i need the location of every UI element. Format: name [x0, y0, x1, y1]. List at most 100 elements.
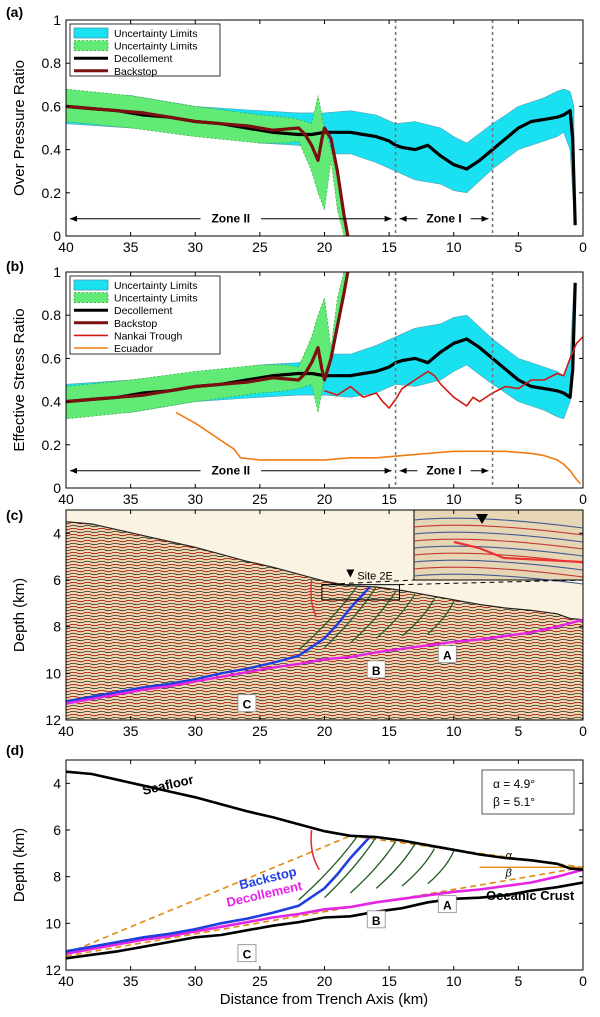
fault-line — [401, 848, 435, 887]
box-label-b: B — [372, 664, 381, 678]
x-tick-label: 15 — [381, 491, 397, 507]
fault-line — [427, 600, 455, 635]
x-tick-label: 5 — [514, 491, 522, 507]
oceanic-crust-label: Oceanic Crust — [486, 888, 575, 903]
inset-reflector — [413, 545, 583, 557]
x-tick-label: 5 — [514, 973, 522, 989]
seismic-backstop — [66, 586, 371, 703]
box-label-c: C — [243, 698, 252, 712]
angle-annotation-box: α = 4.9° β = 5.1° — [481, 769, 575, 815]
x-tick-label: 35 — [123, 491, 139, 507]
x-tick-label: 20 — [317, 973, 333, 989]
y-tick-label: 6 — [53, 572, 61, 588]
box-label-a: A — [443, 649, 452, 663]
seismic-seafloor — [66, 521, 583, 621]
beta-symbol: β — [504, 868, 512, 880]
y-tick-label: 0.4 — [42, 142, 62, 158]
y-tick-label: 0.8 — [42, 307, 62, 323]
y-tick-label: 6 — [53, 822, 61, 838]
y-tick-label: 1 — [53, 264, 61, 280]
a-zone-arrowhead-right — [481, 215, 489, 222]
box-label-a: A — [443, 899, 452, 913]
fault-line — [349, 591, 397, 644]
legend-entry: Uncertainty Limits — [114, 28, 197, 40]
x-tick-label: 0 — [579, 973, 587, 989]
inset-reflector — [413, 524, 583, 536]
a-zone-label-bg — [417, 210, 471, 227]
x-tick-label: 40 — [58, 239, 74, 255]
b-zone-arrowhead-left — [399, 467, 407, 474]
legend-entry: Uncertainty Limits — [114, 41, 197, 53]
alpha-symbol: α — [505, 850, 512, 862]
taper-base-dashed — [66, 866, 583, 957]
panel-a-ylabel: Over Pressure Ratio — [11, 60, 28, 196]
legend-swatch — [73, 27, 109, 39]
panel-a-label: (a) — [6, 4, 23, 20]
y-tick-label: 0 — [53, 228, 61, 244]
panel-d-xlabel: Distance from Trench Axis (km) — [220, 991, 428, 1008]
legend-entry: Ecuador — [114, 343, 154, 355]
legend-swatch — [73, 279, 109, 291]
inset-reflector — [413, 531, 583, 543]
y-tick-label: 10 — [45, 665, 61, 681]
box-label-bg — [237, 694, 257, 713]
inset-reflector — [413, 566, 583, 578]
y-tick-label: 0 — [53, 480, 61, 496]
panel-b-label: (b) — [6, 258, 24, 274]
b-zone-label-bg — [200, 462, 261, 479]
b-zone-label-bg — [417, 462, 471, 479]
b-zone-label: Zone II — [211, 464, 250, 478]
seafloor-label: Seafloor — [141, 772, 195, 798]
panel-c-seismic-section: (c) Site 2E A B C 40 35 30 25 20 15 10 5 0 4 6 8 10 12 D… — [6, 507, 587, 739]
x-tick-label: 5 — [514, 239, 522, 255]
b-series-ecuador — [175, 411, 581, 485]
x-tick-label: 0 — [579, 723, 587, 739]
fault-line — [375, 843, 416, 889]
taper-upper-dashed — [66, 835, 351, 955]
legend-entry: Nankai Trough — [114, 330, 182, 342]
red-fault — [310, 579, 318, 618]
panel-a-over-pressure-ratio: (a) Zone II Zone I 40 35 30 25 20 15 10 5 0 0 0.2 0.… — [6, 4, 587, 255]
y-tick-label: 1 — [53, 12, 61, 28]
x-tick-label: 10 — [446, 973, 462, 989]
fault-line — [298, 836, 358, 901]
y-tick-label: 0.2 — [42, 437, 62, 453]
legend-entry: Decollement — [114, 305, 172, 317]
b-series-backstop — [66, 272, 350, 404]
y-tick-label: 12 — [45, 712, 61, 728]
fault-line — [427, 850, 455, 885]
y-tick-label: 8 — [53, 869, 61, 885]
a-zone-label-bg — [200, 210, 261, 227]
x-tick-label: 35 — [123, 239, 139, 255]
decollement-line — [66, 868, 583, 955]
b-band-green — [66, 272, 349, 420]
legend-entry: Uncertainty Limits — [114, 293, 197, 305]
panel-d-ylabel: Depth (km) — [11, 828, 28, 902]
panel-d-label: (d) — [6, 742, 24, 758]
panel-c-label: (c) — [6, 507, 23, 523]
oceanic-crust-line — [66, 881, 583, 960]
box-label-b: B — [372, 914, 381, 928]
a-series-backstop — [66, 104, 350, 236]
y-tick-label: 4 — [53, 525, 61, 541]
x-tick-label: 15 — [381, 723, 397, 739]
seafloor-line — [66, 770, 583, 871]
a-band-green — [66, 88, 349, 236]
legend-swatch — [73, 40, 109, 51]
x-tick-label: 10 — [446, 491, 462, 507]
inset-reflector — [413, 573, 583, 585]
box-label-bg — [366, 660, 386, 679]
y-tick-label: 8 — [53, 619, 61, 635]
inset-panel — [413, 510, 583, 581]
box-label-bg — [366, 910, 386, 929]
backstop-line — [66, 836, 371, 953]
seismic-decollement — [66, 618, 583, 705]
site-marker — [346, 569, 355, 578]
x-tick-label: 10 — [446, 723, 462, 739]
x-tick-label: 25 — [252, 491, 268, 507]
x-tick-label: 15 — [381, 973, 397, 989]
legend-entry: Backstop — [114, 318, 157, 330]
b-zone-arrowhead-left — [70, 467, 77, 474]
